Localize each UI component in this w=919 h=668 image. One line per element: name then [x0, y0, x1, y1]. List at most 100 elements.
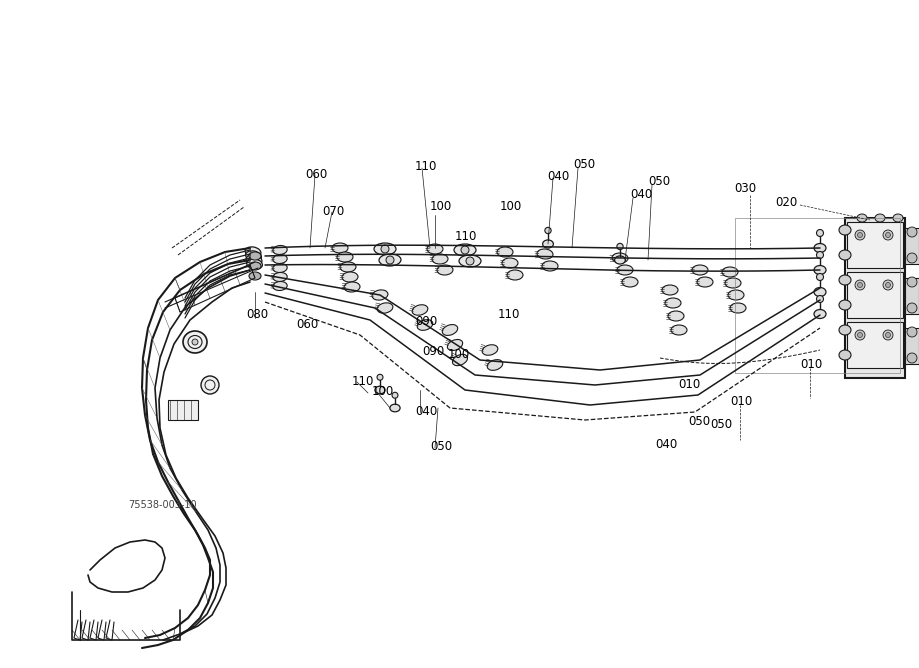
Ellipse shape: [412, 305, 428, 315]
Ellipse shape: [907, 353, 917, 363]
Text: 75538-003-10: 75538-003-10: [128, 500, 197, 510]
Ellipse shape: [883, 230, 893, 240]
Text: 110: 110: [415, 160, 437, 173]
Ellipse shape: [249, 252, 261, 260]
Ellipse shape: [344, 282, 360, 292]
Ellipse shape: [545, 227, 551, 234]
Ellipse shape: [245, 251, 261, 261]
Text: 050: 050: [710, 418, 732, 431]
Ellipse shape: [437, 265, 453, 275]
Ellipse shape: [665, 298, 681, 308]
Ellipse shape: [497, 247, 513, 257]
Ellipse shape: [459, 255, 481, 267]
Ellipse shape: [201, 376, 219, 394]
Ellipse shape: [192, 339, 198, 345]
Ellipse shape: [375, 386, 385, 394]
Ellipse shape: [893, 214, 903, 222]
Text: 090: 090: [415, 315, 437, 328]
Ellipse shape: [442, 325, 458, 335]
Ellipse shape: [390, 404, 400, 412]
Ellipse shape: [542, 240, 553, 248]
Ellipse shape: [839, 275, 851, 285]
Ellipse shape: [615, 256, 626, 264]
Ellipse shape: [839, 225, 851, 235]
Bar: [845, 218, 905, 378]
Text: 070: 070: [322, 205, 345, 218]
Ellipse shape: [342, 272, 358, 282]
Ellipse shape: [722, 267, 738, 277]
Text: 040: 040: [630, 188, 652, 201]
Ellipse shape: [875, 214, 885, 222]
Text: 060: 060: [296, 318, 318, 331]
Ellipse shape: [855, 280, 865, 290]
Text: 040: 040: [415, 405, 437, 418]
Ellipse shape: [857, 232, 863, 238]
Ellipse shape: [883, 330, 893, 340]
Ellipse shape: [245, 247, 261, 257]
Ellipse shape: [857, 283, 863, 287]
Ellipse shape: [907, 327, 917, 337]
Text: 040: 040: [655, 438, 677, 451]
Ellipse shape: [249, 262, 261, 270]
Ellipse shape: [671, 325, 687, 335]
Text: 100: 100: [448, 348, 471, 361]
Ellipse shape: [386, 256, 394, 264]
Ellipse shape: [697, 277, 713, 287]
Bar: [905, 328, 919, 364]
Ellipse shape: [452, 354, 468, 365]
Ellipse shape: [816, 273, 823, 281]
Ellipse shape: [814, 244, 826, 253]
Ellipse shape: [502, 258, 518, 268]
Ellipse shape: [730, 303, 746, 313]
Ellipse shape: [839, 300, 851, 310]
Ellipse shape: [668, 311, 684, 321]
Text: 080: 080: [246, 308, 268, 321]
Ellipse shape: [907, 253, 917, 263]
Bar: [905, 228, 919, 264]
Ellipse shape: [432, 254, 448, 264]
Text: 010: 010: [800, 358, 823, 371]
Ellipse shape: [855, 330, 865, 340]
Text: 040: 040: [547, 170, 569, 183]
Text: 050: 050: [688, 415, 710, 428]
Ellipse shape: [427, 244, 443, 254]
Bar: [905, 278, 919, 314]
Ellipse shape: [692, 265, 708, 275]
Ellipse shape: [816, 230, 823, 236]
Ellipse shape: [372, 290, 388, 300]
Text: 090: 090: [422, 345, 444, 358]
Ellipse shape: [816, 251, 823, 259]
Ellipse shape: [886, 333, 891, 337]
Bar: [847, 272, 903, 318]
Text: 060: 060: [305, 168, 327, 181]
Ellipse shape: [907, 277, 917, 287]
Ellipse shape: [374, 243, 396, 255]
Ellipse shape: [273, 273, 287, 281]
Ellipse shape: [246, 255, 262, 265]
Text: 010: 010: [678, 378, 700, 391]
Ellipse shape: [857, 214, 867, 222]
Ellipse shape: [886, 283, 891, 287]
Bar: [735, 218, 900, 373]
Ellipse shape: [725, 278, 741, 288]
Ellipse shape: [273, 263, 287, 273]
Ellipse shape: [857, 333, 863, 337]
Ellipse shape: [507, 270, 523, 280]
Text: 110: 110: [455, 230, 477, 243]
Ellipse shape: [542, 261, 558, 271]
Ellipse shape: [487, 359, 503, 370]
Ellipse shape: [183, 331, 207, 353]
Ellipse shape: [814, 287, 826, 297]
Ellipse shape: [907, 227, 917, 237]
Ellipse shape: [482, 345, 498, 355]
Ellipse shape: [273, 255, 287, 264]
Ellipse shape: [855, 230, 865, 240]
Ellipse shape: [246, 259, 263, 269]
Text: 100: 100: [500, 200, 522, 213]
Ellipse shape: [454, 244, 476, 256]
Text: 030: 030: [734, 182, 756, 195]
Ellipse shape: [907, 303, 917, 313]
Ellipse shape: [537, 249, 553, 259]
Ellipse shape: [332, 243, 348, 253]
Ellipse shape: [377, 374, 383, 380]
